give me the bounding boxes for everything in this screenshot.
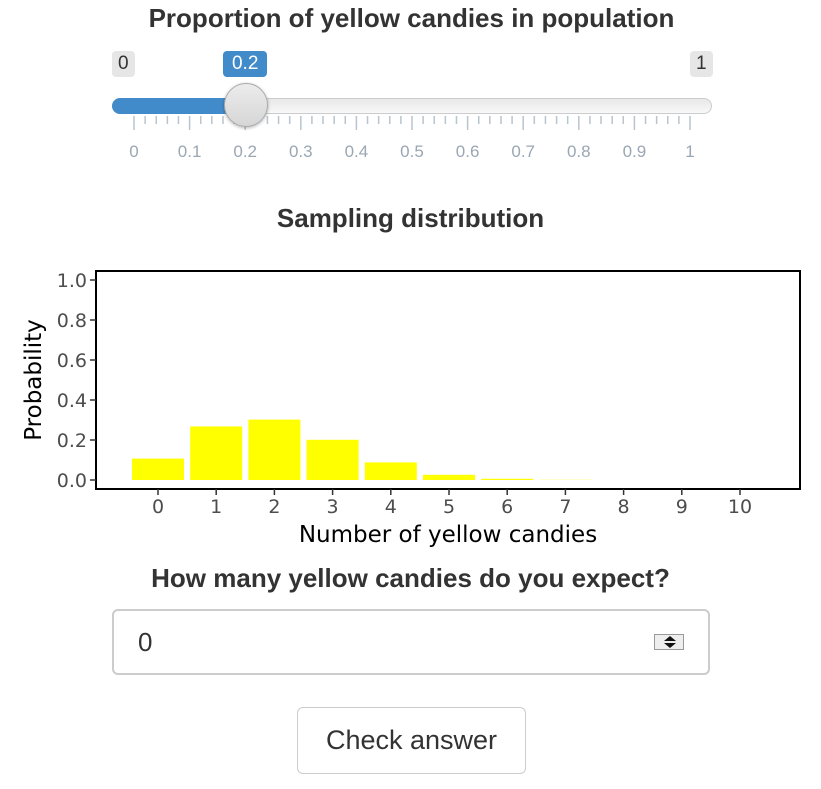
slider-tick-label: 0.3 — [289, 142, 313, 161]
y-tick-label: 0.4 — [57, 390, 87, 412]
bar-1 — [190, 426, 243, 480]
x-tick-label: 1 — [210, 496, 222, 518]
slider-tick-label: 0.6 — [456, 142, 480, 161]
y-tick-label: 0.6 — [57, 350, 87, 372]
y-tick-label: 0.2 — [57, 430, 87, 452]
slider-tick-label: 0.1 — [178, 142, 202, 161]
chart-title: Sampling distribution — [276, 203, 545, 233]
x-axis-label: Number of yellow candies — [299, 522, 597, 548]
slider-tick-label: 1 — [685, 142, 694, 161]
slider-tick-label: 0.8 — [567, 142, 591, 161]
x-tick-label: 3 — [327, 496, 339, 518]
slider-tick-label: 0.4 — [345, 142, 369, 161]
slider-title: Proportion of yellow candies in populati… — [148, 3, 675, 33]
x-tick-label: 0 — [152, 496, 164, 518]
spinner-down-icon[interactable] — [664, 643, 676, 648]
x-tick-label: 6 — [501, 496, 513, 518]
slider-tick-label: 0.7 — [511, 142, 535, 161]
bar-5 — [423, 474, 475, 480]
slider-fill — [112, 98, 246, 114]
sampling-distribution-chart: 0.0 0.2 0.4 0.6 0.8 1.0 0 1 2 3 4 5 6 7 8 9 10 Number o… — [21, 270, 801, 548]
slider-min-label: 0 — [112, 51, 135, 77]
expected-count-input[interactable] — [112, 609, 710, 675]
question-title: How many yellow candies do you expect? — [151, 563, 670, 593]
slider-ticks: 0 0.1 0.2 0.3 0.4 0.5 0.6 0.7 0.8 0.9 1 — [129, 116, 695, 161]
y-tick-label: 0.8 — [57, 310, 87, 332]
slider-handle[interactable] — [224, 83, 269, 127]
x-tick-label: 9 — [676, 496, 688, 518]
bar-4 — [364, 462, 417, 480]
y-tick-label: 1.0 — [57, 270, 87, 292]
y-tick-label: 0.0 — [57, 470, 87, 492]
slider-tick-label: 0.2 — [233, 142, 257, 161]
slider-value-label: 0.2 — [223, 51, 268, 77]
slider-tick-label: 0.5 — [400, 142, 424, 161]
bar-6 — [481, 478, 534, 480]
bar-2 — [248, 419, 301, 480]
y-axis-label: Probability — [21, 319, 47, 441]
spinner-up-icon[interactable] — [664, 636, 676, 641]
x-tick-label: 7 — [559, 496, 571, 518]
slider-tick-label: 0 — [129, 142, 138, 161]
bar-0 — [132, 458, 184, 480]
check-answer-button[interactable]: Check answer — [297, 707, 526, 774]
spinner-control[interactable] — [654, 634, 684, 650]
x-tick-label: 8 — [618, 496, 630, 518]
slider-tick-label: 0.9 — [623, 142, 647, 161]
x-tick-label: 10 — [728, 496, 752, 518]
bar-3 — [306, 439, 359, 480]
x-tick-label: 5 — [443, 496, 455, 518]
slider-max-label: 1 — [690, 51, 713, 77]
x-tick-label: 2 — [268, 496, 280, 518]
x-tick-label: 4 — [385, 496, 397, 518]
